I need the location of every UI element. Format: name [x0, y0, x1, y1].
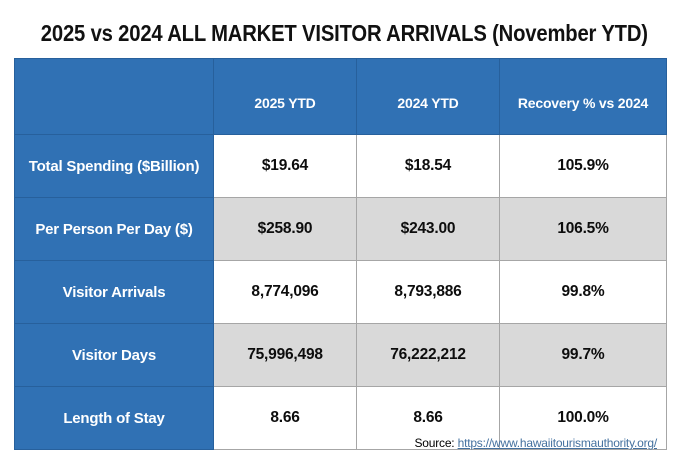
cell-2025-value: $19.64 — [213, 134, 357, 198]
cell-recovery-value: 99.8% — [499, 260, 667, 324]
cell-2025-value: 75,996,498 — [213, 323, 357, 387]
source-link[interactable]: https://www.hawaiitourismauthority.org/ — [457, 436, 658, 450]
cell-2024-value: 8,793,886 — [356, 260, 500, 324]
column-header-2024-ytd: 2024 YTD — [356, 58, 500, 135]
table-row-visitor-arrivals: Visitor Arrivals 8,774,096 8,793,886 99.… — [14, 260, 667, 324]
source-line: Source: https://www.hawaiitourismauthori… — [414, 436, 657, 450]
column-header-2025-ytd: 2025 YTD — [213, 58, 357, 135]
row-label: Total Spending ($Billion) — [14, 134, 214, 198]
visitor-arrivals-table: 2025 YTD 2024 YTD Recovery % vs 2024 Tot… — [14, 58, 667, 450]
cell-2025-value: 8.66 — [213, 386, 357, 450]
column-header-recovery: Recovery % vs 2024 — [499, 58, 667, 135]
cell-recovery-value: 99.7% — [499, 323, 667, 387]
cell-recovery-value: 105.9% — [499, 134, 667, 198]
page-title: 2025 vs 2024 ALL MARKET VISITOR ARRIVALS… — [40, 20, 648, 46]
header-row: 2025 YTD 2024 YTD Recovery % vs 2024 — [14, 58, 667, 135]
cell-recovery-value: 100.0% — [499, 386, 667, 450]
cell-recovery-value: 106.5% — [499, 197, 667, 261]
cell-2024-value: 76,222,212 — [356, 323, 500, 387]
row-label: Visitor Days — [14, 323, 214, 387]
cell-2025-value: $258.90 — [213, 197, 357, 261]
source-label: Source: — [414, 436, 455, 450]
cell-2024-value: $243.00 — [356, 197, 500, 261]
row-label: Per Person Per Day ($) — [14, 197, 214, 261]
table-row-length-of-stay: Length of Stay 8.66 8.66 100.0% — [14, 386, 667, 450]
cell-2024-value: 8.66 — [356, 386, 500, 450]
table-row-visitor-days: Visitor Days 75,996,498 76,222,212 99.7% — [14, 323, 667, 387]
row-label: Length of Stay — [14, 386, 214, 450]
table-row-total-spending: Total Spending ($Billion) $19.64 $18.54 … — [14, 134, 667, 198]
cell-2025-value: 8,774,096 — [213, 260, 357, 324]
cell-2024-value: $18.54 — [356, 134, 500, 198]
table-row-per-person-per-day: Per Person Per Day ($) $258.90 $243.00 1… — [14, 197, 667, 261]
row-label: Visitor Arrivals — [14, 260, 214, 324]
corner-cell — [14, 58, 214, 135]
